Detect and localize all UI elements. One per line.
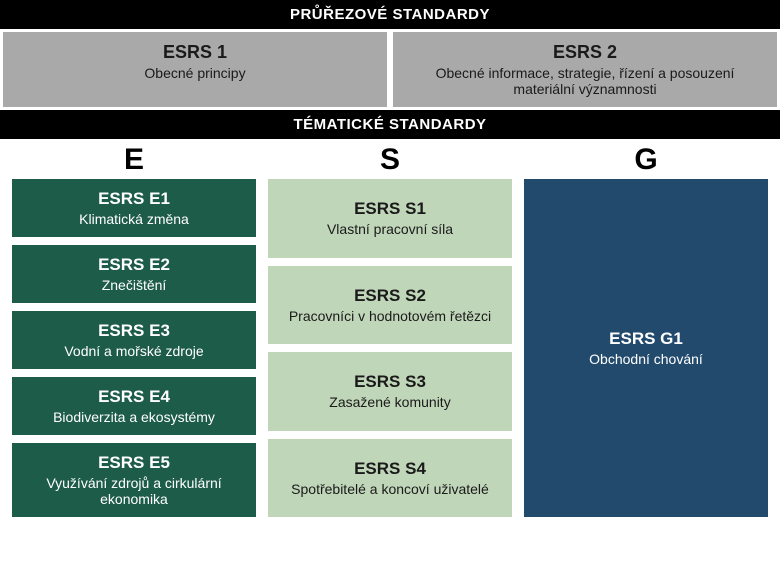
tile-g1: ESRS G1 Obchodní chování	[524, 179, 768, 517]
cross-esrs1-sub: Obecné principy	[15, 65, 375, 81]
tile-e1-title: ESRS E1	[20, 189, 248, 209]
esg-headers: E S G	[0, 139, 780, 179]
band-cross-standards: PRŮŘEZOVÉ STANDARDY	[0, 0, 780, 29]
esg-body: ESRS E1 Klimatická změna ESRS E2 Znečišt…	[0, 179, 780, 527]
tile-s3-sub: Zasažené komunity	[276, 394, 504, 410]
tile-e4-sub: Biodiverzita a ekosystémy	[20, 409, 248, 425]
cross-esrs2-sub: Obecné informace, strategie, řízení a po…	[405, 65, 765, 97]
cross-row: ESRS 1 Obecné principy ESRS 2 Obecné inf…	[0, 29, 780, 110]
cross-esrs2: ESRS 2 Obecné informace, strategie, říze…	[393, 32, 777, 107]
col-e: ESRS E1 Klimatická změna ESRS E2 Znečišt…	[12, 179, 256, 517]
tile-s1-title: ESRS S1	[276, 199, 504, 219]
tile-e5-title: ESRS E5	[20, 453, 248, 473]
tile-g1-title: ESRS G1	[532, 329, 760, 349]
cross-esrs1-title: ESRS 1	[15, 42, 375, 63]
tile-s3: ESRS S3 Zasažené komunity	[268, 352, 512, 431]
cross-esrs2-title: ESRS 2	[405, 42, 765, 63]
tile-s2: ESRS S2 Pracovníci v hodnotovém řetězci	[268, 266, 512, 345]
tile-s2-title: ESRS S2	[276, 286, 504, 306]
tile-e2-title: ESRS E2	[20, 255, 248, 275]
cross-esrs1: ESRS 1 Obecné principy	[3, 32, 387, 107]
tile-e5-sub: Využívání zdrojů a cirkulární ekonomika	[20, 475, 248, 507]
tile-s2-sub: Pracovníci v hodnotovém řetězci	[276, 308, 504, 324]
tile-e3-sub: Vodní a mořské zdroje	[20, 343, 248, 359]
tile-s4: ESRS S4 Spotřebitelé a koncoví uživatelé	[268, 439, 512, 518]
header-g: G	[524, 143, 768, 177]
tile-s3-title: ESRS S3	[276, 372, 504, 392]
tile-e1: ESRS E1 Klimatická změna	[12, 179, 256, 237]
col-g: ESRS G1 Obchodní chování	[524, 179, 768, 517]
tile-g1-sub: Obchodní chování	[532, 351, 760, 367]
tile-s1: ESRS S1 Vlastní pracovní síla	[268, 179, 512, 258]
col-s: ESRS S1 Vlastní pracovní síla ESRS S2 Pr…	[268, 179, 512, 517]
band-thematic-standards: TÉMATICKÉ STANDARDY	[0, 110, 780, 139]
tile-s4-title: ESRS S4	[276, 459, 504, 479]
header-e: E	[12, 143, 256, 177]
tile-e2-sub: Znečištění	[20, 277, 248, 293]
tile-e3-title: ESRS E3	[20, 321, 248, 341]
tile-s4-sub: Spotřebitelé a koncoví uživatelé	[276, 481, 504, 497]
tile-e2: ESRS E2 Znečištění	[12, 245, 256, 303]
tile-s1-sub: Vlastní pracovní síla	[276, 221, 504, 237]
tile-e4: ESRS E4 Biodiverzita a ekosystémy	[12, 377, 256, 435]
header-s: S	[268, 143, 512, 177]
tile-e3: ESRS E3 Vodní a mořské zdroje	[12, 311, 256, 369]
tile-e5: ESRS E5 Využívání zdrojů a cirkulární ek…	[12, 443, 256, 517]
tile-e1-sub: Klimatická změna	[20, 211, 248, 227]
tile-e4-title: ESRS E4	[20, 387, 248, 407]
